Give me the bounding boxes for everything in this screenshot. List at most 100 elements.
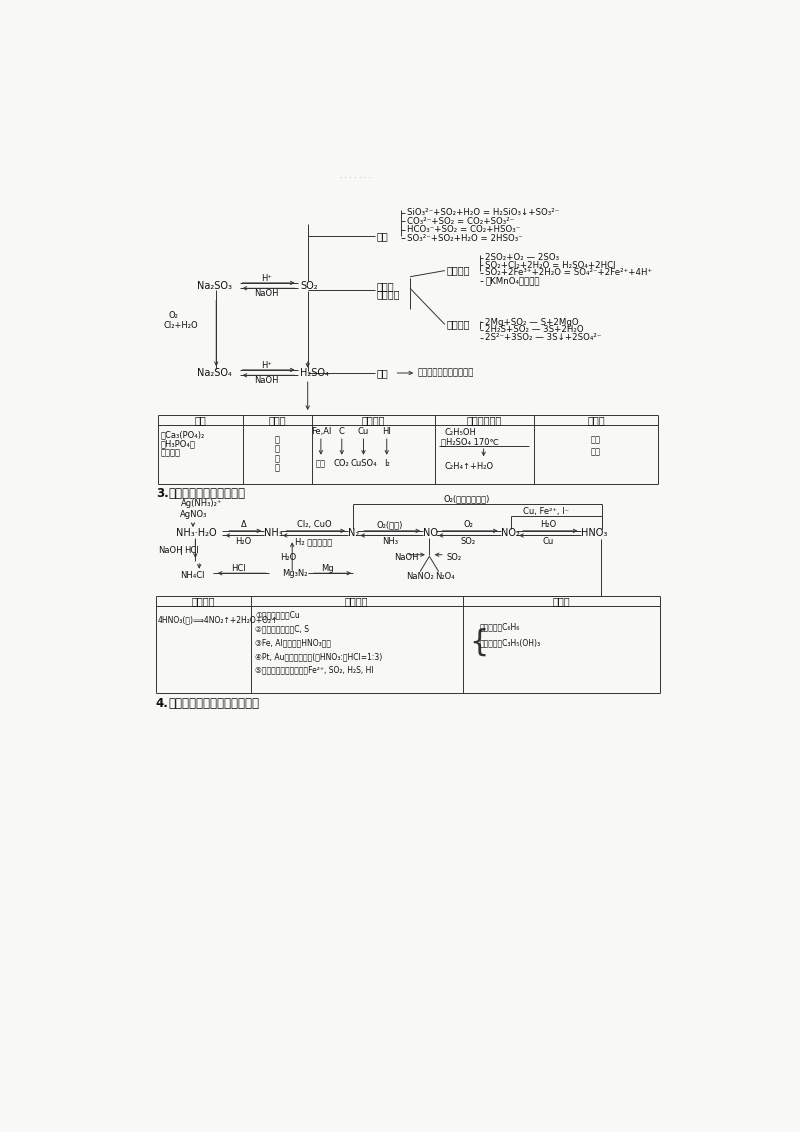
Text: AgNO₃: AgNO₃ <box>180 511 207 520</box>
Text: 与Ca₃(PO₄)₂: 与Ca₃(PO₄)₂ <box>161 430 205 439</box>
Text: 酸鄲: 酸鄲 <box>377 231 389 241</box>
Text: HI: HI <box>382 427 391 436</box>
Text: 酯化反应：C₃H₅(OH)₃: 酯化反应：C₃H₅(OH)₃ <box>480 638 541 648</box>
Text: 氧化性: 氧化性 <box>377 281 394 291</box>
Text: 有机物: 有机物 <box>552 595 570 606</box>
Text: SiO₃²⁻+SO₂+H₂O = H₂SiO₃↓+SO₃²⁻: SiO₃²⁻+SO₂+H₂O = H₂SiO₃↓+SO₃²⁻ <box>407 208 559 217</box>
Text: 2H₂S+SO₂ — 3S+2H₂O: 2H₂S+SO₂ — 3S+2H₂O <box>485 325 584 334</box>
Text: Δ: Δ <box>241 521 246 529</box>
Text: SO₂: SO₂ <box>300 281 318 291</box>
Text: Fe,Al: Fe,Al <box>310 427 331 436</box>
Text: 使KMnO₄溶液褂色: 使KMnO₄溶液褂色 <box>485 276 540 285</box>
Text: 4.: 4. <box>156 697 169 710</box>
Text: 弱氧化性: 弱氧化性 <box>446 319 470 329</box>
Text: 作: 作 <box>275 436 280 445</box>
Text: NH₃: NH₃ <box>264 529 283 538</box>
Text: CO₃²⁻+SO₂ = CO₂+SO₃²⁻: CO₃²⁻+SO₂ = CO₂+SO₃²⁻ <box>407 217 514 225</box>
Text: SO₂+Cl₂+2H₂O = H₂SO₄+2HCl: SO₂+Cl₂+2H₂O = H₂SO₄+2HCl <box>485 260 616 269</box>
Text: HNO₃: HNO₃ <box>581 529 607 538</box>
Text: HCl: HCl <box>230 564 246 573</box>
Text: 与还原性: 与还原性 <box>377 290 400 300</box>
Text: SO₂+2Fe³⁺+2H₂O = SO₄²⁻+2Fe²⁺+4H⁺: SO₂+2Fe³⁺+2H₂O = SO₄²⁻+2Fe²⁺+4H⁺ <box>485 268 652 277</box>
Text: Na₂SO₄: Na₂SO₄ <box>197 368 232 378</box>
Text: Cl₂+H₂O: Cl₂+H₂O <box>163 320 198 329</box>
Text: H⁺: H⁺ <box>261 274 272 283</box>
Text: 燥: 燥 <box>275 454 280 463</box>
Text: NO: NO <box>423 529 438 538</box>
Text: |: | <box>180 546 182 555</box>
Text: 2S²⁻+3SO₂ — 3S↓+2SO₄²⁻: 2S²⁻+3SO₂ — 3S↓+2SO₄²⁻ <box>485 333 602 342</box>
Text: I₂: I₂ <box>384 460 390 469</box>
Text: Ag(NH₃)₂⁺: Ag(NH₃)₂⁺ <box>181 498 222 507</box>
Text: 不稳定性: 不稳定性 <box>191 595 215 606</box>
Text: HCl: HCl <box>184 546 198 555</box>
Text: 干: 干 <box>275 445 280 454</box>
Text: Mg₃N₂: Mg₃N₂ <box>282 568 308 577</box>
Text: CO₂: CO₂ <box>334 460 350 469</box>
Text: H₂ 加热、加压: H₂ 加热、加压 <box>295 537 333 546</box>
Text: Na₂SO₃: Na₂SO₃ <box>197 281 232 291</box>
Text: C: C <box>339 427 345 436</box>
Text: Cu, Fe²⁺, I⁻: Cu, Fe²⁺, I⁻ <box>523 507 570 516</box>
Text: HCO₃⁻+SO₂ = CO₂+HSO₃⁻: HCO₃⁻+SO₂ = CO₂+HSO₃⁻ <box>407 225 520 234</box>
Text: ④Pt, Au能溶解于王水(浓HNO₃:浓HCl=1:3): ④Pt, Au能溶解于王水(浓HNO₃:浓HCl=1:3) <box>255 652 382 661</box>
Text: NaOH: NaOH <box>158 546 182 555</box>
Text: SO₂: SO₂ <box>461 537 476 546</box>
Text: 剤: 剤 <box>275 463 280 472</box>
Text: 2Mg+SO₂ — S+2MgO: 2Mg+SO₂ — S+2MgO <box>485 318 578 327</box>
Text: 确化反应：C₆H₆: 确化反应：C₆H₆ <box>480 623 520 632</box>
Text: H₂SO₄: H₂SO₄ <box>300 368 329 378</box>
Text: Cu: Cu <box>542 537 554 546</box>
Text: NH₄Cl: NH₄Cl <box>180 571 204 580</box>
Text: 强还原性: 强还原性 <box>446 266 470 275</box>
Text: 浓H₂SO₄ 170℃: 浓H₂SO₄ 170℃ <box>441 437 499 446</box>
Text: Mg: Mg <box>322 564 334 573</box>
Text: Cu: Cu <box>358 427 369 436</box>
Text: NaNO₂: NaNO₂ <box>406 572 434 581</box>
Text: NO₂: NO₂ <box>501 529 519 538</box>
Text: Cl₂, CuO: Cl₂, CuO <box>297 521 331 529</box>
Text: N₂: N₂ <box>348 529 359 538</box>
Text: 酸性: 酸性 <box>195 415 206 424</box>
Text: N₂O₄: N₂O₄ <box>435 572 455 581</box>
Text: 4HNO₃(浓)⟹4NO₂↑+2H₂O+O₂↑: 4HNO₃(浓)⟹4NO₂↑+2H₂O+O₂↑ <box>158 615 278 624</box>
Text: 制H₃PO₄，: 制H₃PO₄， <box>161 439 195 448</box>
Text: {: { <box>469 627 488 657</box>
Text: H⁺: H⁺ <box>261 361 272 370</box>
Text: SO₂: SO₂ <box>446 554 462 563</box>
Text: 强氧化性: 强氧化性 <box>361 415 385 424</box>
Text: ⑤与还原性化合物反应：Fe²⁺, SO₂, H₂S, HI: ⑤与还原性化合物反应：Fe²⁺, SO₂, H₂S, HI <box>255 666 374 675</box>
Text: NH₃·H₂O: NH₃·H₂O <box>176 529 217 538</box>
Text: ①与金属反应：Cu: ①与金属反应：Cu <box>255 610 300 619</box>
Text: 氮及其化合物的相互转化: 氮及其化合物的相互转化 <box>168 487 245 499</box>
Text: SO₃²⁻+SO₂+H₂O = 2HSO₃⁻: SO₃²⁻+SO₂+H₂O = 2HSO₃⁻ <box>407 233 522 242</box>
Text: O₂(放电): O₂(放电) <box>377 521 403 529</box>
Text: 特性: 特性 <box>377 368 389 378</box>
Text: C₂H₄↑+H₂O: C₂H₄↑+H₂O <box>445 463 494 471</box>
Text: NH₃: NH₃ <box>382 537 398 546</box>
Text: 催化剤＋脱水: 催化剤＋脱水 <box>466 415 502 424</box>
Text: ②与非金属反应：C, S: ②与非金属反应：C, S <box>255 624 309 633</box>
Text: 碳和硅及其化合物的相互转化: 碳和硅及其化合物的相互转化 <box>168 697 259 710</box>
Text: 漂白性，使品红溶液褂色: 漂白性，使品红溶液褂色 <box>418 369 474 377</box>
Text: O₂: O₂ <box>463 521 473 529</box>
Text: 纯化: 纯化 <box>316 460 326 469</box>
Text: 2SO₂+O₂ — 2SO₃: 2SO₂+O₂ — 2SO₃ <box>485 252 559 261</box>
Text: 制苯: 制苯 <box>591 436 601 445</box>
Text: H₂O: H₂O <box>280 554 296 563</box>
Text: 磺化剤: 磺化剤 <box>587 415 605 424</box>
Text: 吸水性: 吸水性 <box>269 415 286 424</box>
Text: CuSO₄: CuSO₄ <box>350 460 377 469</box>
Text: NaOH: NaOH <box>394 554 419 563</box>
Text: 3.: 3. <box>156 487 169 499</box>
Text: O₂: O₂ <box>168 311 178 319</box>
Text: . . . . . . .: . . . . . . . <box>340 171 371 180</box>
Text: NaOH: NaOH <box>254 376 279 385</box>
Text: H₂O: H₂O <box>235 537 251 546</box>
Text: 磺酸: 磺酸 <box>591 447 601 456</box>
Text: 强氧化性: 强氧化性 <box>345 595 368 606</box>
Text: NaOH: NaOH <box>254 289 279 298</box>
Text: H₂O: H₂O <box>540 521 556 529</box>
Text: ③Fe, Al在冷、浓HNO₃锓化: ③Fe, Al在冷、浓HNO₃锓化 <box>255 638 331 648</box>
Text: C₂H₅OH: C₂H₅OH <box>445 428 477 437</box>
